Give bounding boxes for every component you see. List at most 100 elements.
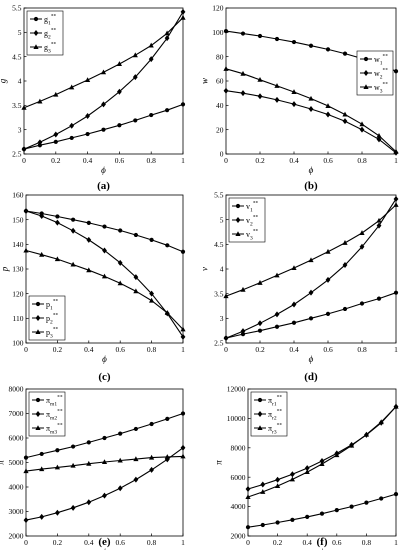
data-point [274,324,280,329]
x-tick-label: 0.2 [255,156,265,165]
y-tick-label: 3 [18,125,22,134]
legend-superscript: ** [53,327,59,333]
x-tick-label: 1 [394,538,398,547]
y-tick-label: 120 [12,289,24,298]
data-point [133,288,139,294]
legend-subscript: 1 [50,306,53,312]
legend-entry-3: w3** [360,82,388,95]
legend-label: g2** [44,28,57,41]
legend-label: p1** [46,299,59,312]
data-point [117,123,122,128]
series-3 [21,14,186,110]
x-tick-label: 0 [24,538,28,547]
data-point [376,296,382,301]
x-axis-label: ϕ [320,547,325,550]
legend-subscript: m3 [50,430,57,436]
legend-label: p2** [46,313,59,326]
data-point [118,228,123,233]
data-point [148,42,154,48]
data-point [240,286,246,292]
data-point [132,74,138,81]
legend-symbol: w [374,55,380,64]
legend-subscript: 1 [48,21,51,27]
data-point [164,35,170,42]
legend-entry-3: v3** [232,229,259,242]
x-tick-label: 0 [246,538,250,547]
legend-label: πr1** [268,395,282,408]
data-point [240,328,246,335]
data-point [223,335,229,342]
data-point [342,51,348,56]
data-point [245,494,251,500]
x-tick-label: 1 [181,538,185,547]
data-point [71,444,76,449]
x-tick-label: 0.8 [147,156,157,165]
data-point [101,101,106,108]
data-point [290,517,295,522]
data-point [325,103,331,108]
panel-caption: (d) [304,371,318,383]
y-tick-label: 120 [212,4,224,13]
y-tick-label: 4 [220,265,224,274]
legend-entry-2: w2** [360,68,388,81]
legend-box [356,50,394,96]
x-tick-label: 0.4 [303,538,313,547]
data-point [133,426,138,432]
legend-symbol: π [268,424,272,433]
legend-marker [33,16,39,22]
legend-superscript: ** [277,395,283,401]
legend-subscript: 3 [48,49,51,55]
legend: p1**p2**p3** [28,295,66,341]
y-tick-label: 100 [12,339,24,348]
legend-superscript: ** [51,14,57,20]
panel-caption: (a) [97,180,110,192]
data-point [291,265,297,271]
legend-label: g3** [44,42,57,55]
data-point [378,419,384,425]
x-tick-label: 0.2 [53,345,63,354]
legend: g1**g2**g3** [26,10,64,56]
y-tick-label: 5 [220,215,224,224]
legend-entry-2: πr2** [254,409,282,422]
data-point [180,411,186,416]
data-point [274,96,280,103]
y-tick-label: 130 [12,265,24,274]
legend-subscript: r2 [272,416,277,422]
x-axis-label: ϕ [102,354,107,364]
data-point [23,208,29,215]
data-point [53,91,59,97]
data-point [393,69,399,74]
legend-symbol: π [268,396,272,405]
y-axis-label: π [214,460,224,465]
data-point [102,492,107,499]
data-point [180,249,186,254]
legend-marker [235,217,241,223]
data-point [359,230,365,235]
legend-marker [35,397,41,403]
legend-superscript: ** [277,423,283,429]
data-point [117,259,123,266]
data-point [304,469,310,475]
legend-marker [235,203,241,209]
legend-marker [235,231,241,236]
x-tick-label: 0.4 [84,538,94,547]
data-point [308,257,314,263]
data-point [132,52,138,58]
data-point [86,499,92,506]
data-point [342,111,348,117]
y-tick-label: 4000 [231,502,246,511]
legend-subscript: m2 [50,416,57,422]
legend-marker [257,425,263,430]
legend-superscript: ** [253,229,259,235]
data-point [86,460,92,466]
data-point [180,326,186,332]
legend-symbol: π [268,410,272,419]
x-tick-label: 0.2 [273,538,283,547]
legend-superscript: ** [383,82,389,88]
data-point [54,464,60,470]
y-tick-label: 2000 [231,532,246,541]
chart-panel-6: 0 0.2 0.4 0.6 0.8 120004000600080001000012000… [214,385,399,550]
data-point [376,222,382,229]
legend-symbol: v [246,216,250,225]
